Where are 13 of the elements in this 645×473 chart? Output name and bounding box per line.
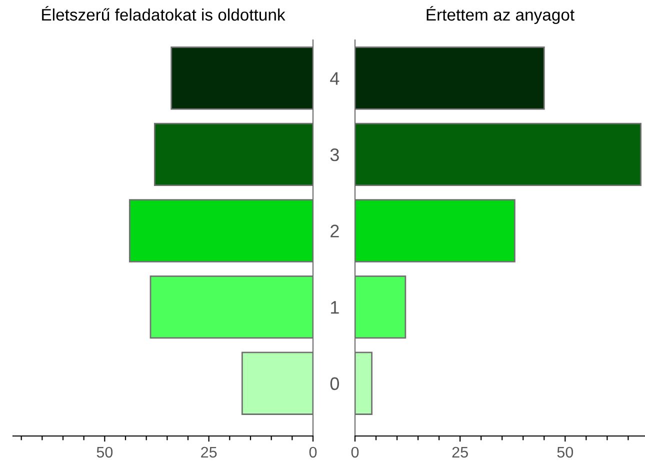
y-tick-label: 3 bbox=[330, 148, 339, 162]
y-tick-label: 0 bbox=[330, 377, 339, 390]
chart-title: Értettem az anyagot bbox=[426, 6, 574, 24]
x-tick-label: 0 bbox=[351, 446, 359, 458]
x-tick-label: 50 bbox=[96, 446, 113, 458]
x-tick-label: 50 bbox=[557, 446, 574, 458]
y-tick-label: 2 bbox=[330, 224, 339, 238]
x-tick-label: 0 bbox=[309, 446, 317, 458]
x-tick-label: 25 bbox=[201, 446, 217, 458]
x-tick-label: 25 bbox=[452, 446, 468, 458]
y-tick-label: 4 bbox=[330, 72, 340, 85]
chart-title: Életszerű feladatokat is oldottunk bbox=[42, 6, 286, 21]
y-tick-label: 1 bbox=[331, 301, 339, 314]
